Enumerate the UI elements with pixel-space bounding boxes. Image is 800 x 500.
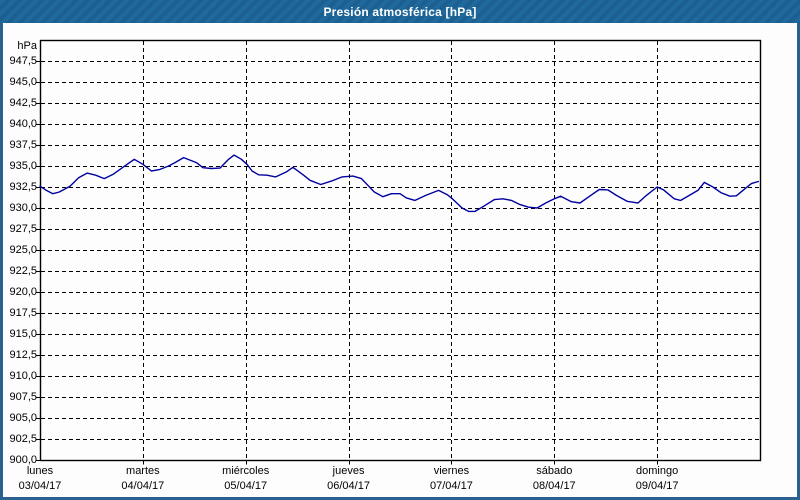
y-tick-label: 935,0 <box>9 160 37 172</box>
y-tick-label: 920,0 <box>9 286 37 298</box>
y-tick-label: 942,5 <box>9 97 37 109</box>
day-name-label: domingo <box>636 465 679 477</box>
y-tick-label: 922,5 <box>9 265 37 277</box>
pressure-line <box>39 154 759 213</box>
y-tick-label: 945,0 <box>9 76 37 88</box>
day-date-label: 05/04/17 <box>224 480 268 492</box>
y-tick-label: 915,0 <box>9 328 37 340</box>
y-tick-label: 912,5 <box>9 349 37 361</box>
y-tick-label: 907,5 <box>9 391 37 403</box>
y-tick-label: 910,0 <box>9 370 37 382</box>
day-date-label: 09/04/17 <box>635 480 679 492</box>
y-tick-label: 927,5 <box>9 223 37 235</box>
day-name-label: sábado <box>536 465 573 477</box>
title-bar: Presión atmosférica [hPa] <box>0 0 800 23</box>
day-name-label: martes <box>126 465 160 477</box>
day-date-label: 04/04/17 <box>121 480 165 492</box>
day-name-label: miércoles <box>222 465 270 477</box>
day-date-label: 06/04/17 <box>327 480 370 492</box>
plot-frame <box>39 39 762 462</box>
y-tick-label: 940,0 <box>9 118 37 130</box>
day-date-label: 07/04/17 <box>430 480 473 492</box>
day-name-label: lunes <box>26 465 54 477</box>
y-tick-label: 925,0 <box>9 244 37 256</box>
day-date-label: 03/04/17 <box>18 480 62 492</box>
y-tick-label: 905,0 <box>9 412 37 424</box>
day-name-label: viernes <box>433 465 470 477</box>
y-axis-unit-label: hPa <box>17 40 37 52</box>
day-date-label: 08/04/17 <box>532 480 576 492</box>
y-tick-label: 900,0 <box>9 454 37 466</box>
y-tick-label: 932,5 <box>9 181 37 193</box>
y-tick-label: 937,5 <box>9 139 37 151</box>
day-name-label: jueves <box>332 465 365 477</box>
window-title: Presión atmosférica [hPa] <box>323 4 477 19</box>
y-tick-label: 930,0 <box>9 202 37 214</box>
y-tick-label: 917,5 <box>9 307 37 319</box>
y-tick-label: 902,5 <box>9 433 37 445</box>
y-tick-label: 947,5 <box>9 55 37 67</box>
